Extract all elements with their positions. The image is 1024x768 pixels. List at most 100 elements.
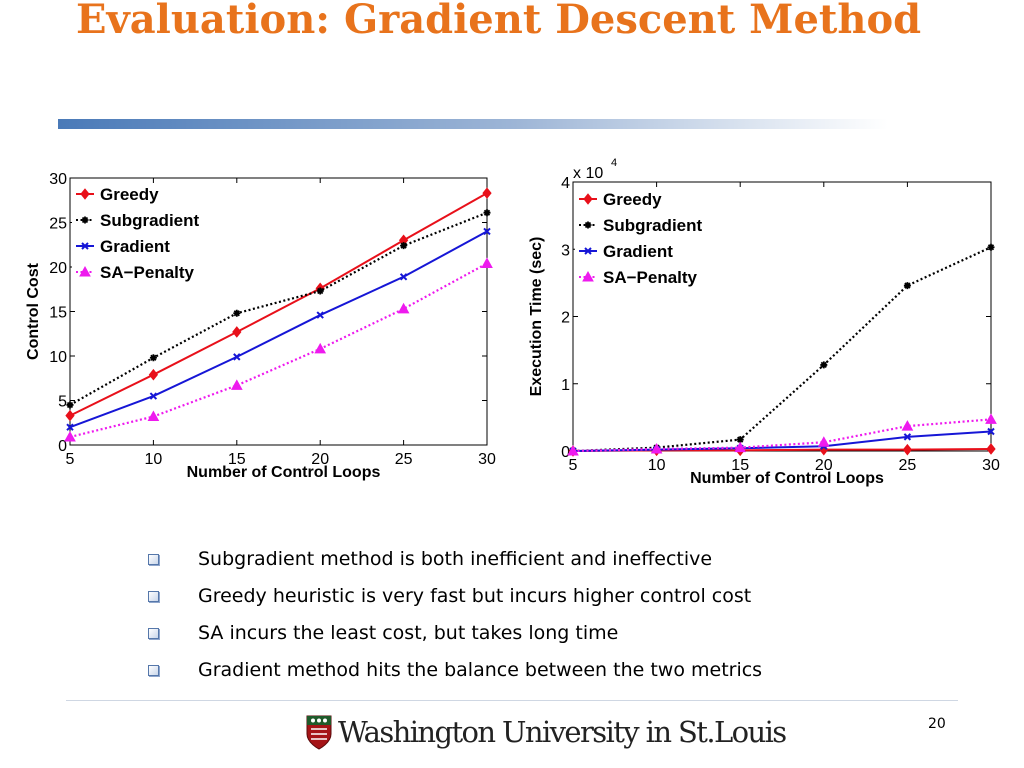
slide-title: Evaluation: Gradient Descent Method: [76, 0, 922, 43]
x-tick-label: 10: [648, 457, 666, 474]
legend-marker: [582, 270, 594, 282]
x-tick-label: 25: [899, 457, 917, 474]
bullet-item: SA incurs the least cost, but takes long…: [146, 616, 762, 653]
y-tick-label: 1: [561, 377, 570, 394]
data-point: [399, 273, 408, 281]
series-line: [69, 230, 488, 429]
y-tick-label: 20: [49, 260, 67, 277]
square-bullet-icon: [148, 591, 159, 602]
x-tick-label: 20: [311, 451, 329, 468]
legend-marker: [80, 188, 90, 200]
x-tick-label: 10: [145, 451, 163, 468]
bullet-item: Subgradient method is both inefficient a…: [146, 542, 762, 579]
data-point: [903, 282, 911, 290]
y-tick-label: 2: [561, 310, 570, 327]
execution-time-chart: 5 10 15 20 25 30 0 1 2 3 4 Number of Control Loops E…: [503, 152, 1003, 502]
data-point: [147, 410, 160, 422]
data-point: [734, 441, 747, 453]
data-point: [400, 242, 408, 250]
data-point: [483, 227, 491, 236]
data-point: [230, 379, 243, 390]
x-tick-label: 30: [478, 451, 496, 468]
bullet-text: Gradient method hits the balance between…: [198, 659, 763, 681]
x-tick-label: 5: [66, 451, 75, 468]
legend-box: [72, 184, 222, 300]
x-tick-label: 5: [569, 457, 578, 474]
data-point: [64, 430, 76, 442]
data-point: [316, 287, 324, 295]
y-tick-label: 15: [49, 305, 67, 322]
y-tick-label: 30: [49, 171, 67, 188]
y-tick-label: 25: [49, 216, 67, 233]
x-tick-label: 15: [731, 457, 749, 474]
data-point: [567, 444, 579, 456]
data-point: [901, 420, 914, 431]
data-point: [650, 442, 663, 454]
data-point: [985, 413, 997, 424]
legend-box: [575, 189, 725, 305]
legend-marker: [81, 216, 89, 224]
footer-divider: [66, 700, 958, 701]
data-point: [397, 302, 410, 314]
x-axis-label: Number of Control Loops: [690, 470, 884, 487]
series-line: [69, 192, 488, 417]
data-point: [481, 257, 493, 268]
title-underline: [58, 119, 888, 129]
bullet-item: Gradient method hits the balance between…: [146, 653, 762, 690]
square-bullet-icon: [148, 665, 159, 676]
y-tick-label: 4: [561, 175, 570, 192]
legend-label: Subgradient: [100, 211, 200, 230]
y-tick-label: 0: [58, 438, 67, 455]
square-bullet-icon: [148, 628, 159, 639]
data-point: [149, 392, 158, 400]
data-point: [820, 361, 828, 369]
data-point: [482, 187, 492, 199]
data-point: [233, 309, 241, 317]
x-tick-label: 30: [982, 457, 1000, 474]
data-point: [986, 443, 996, 455]
bullet-text: SA incurs the least cost, but takes long…: [198, 622, 619, 644]
y-axis-label: Control Cost: [25, 262, 42, 360]
data-point: [817, 436, 830, 447]
y-tick-label: 5: [58, 394, 67, 411]
data-point: [66, 401, 74, 409]
page-number: 20: [928, 716, 946, 732]
data-point: [66, 423, 74, 431]
legend: Greedy Subgradient Gradient SA−Penalty: [72, 184, 222, 300]
series-line: [69, 262, 488, 439]
series-line: [572, 246, 992, 453]
data-point: [148, 368, 159, 381]
legend-label: Greedy: [603, 190, 662, 209]
square-bullet-icon: [148, 554, 159, 565]
legend-label: Subgradient: [603, 216, 703, 235]
bullet-text: Greedy heuristic is very fast but incurs…: [198, 585, 752, 607]
data-point: [65, 409, 75, 422]
legend-marker: [584, 247, 592, 255]
legend-label: SA−Penalty: [603, 268, 698, 287]
bullet-text: Subgradient method is both inefficient a…: [198, 548, 713, 570]
data-point: [736, 436, 744, 444]
data-point: [233, 353, 241, 361]
legend-marker: [584, 221, 592, 229]
x-tick-label: 15: [228, 451, 246, 468]
y-multiplier-exponent: 4: [611, 157, 617, 169]
y-multiplier-label: x 10: [573, 165, 603, 182]
university-logo: Washington University in St.Louis: [306, 712, 787, 752]
legend-marker: [81, 242, 89, 250]
data-point: [149, 354, 157, 362]
data-point: [987, 243, 995, 251]
data-point: [902, 443, 913, 456]
data-point: [316, 311, 324, 319]
x-tick-label: 25: [395, 451, 413, 468]
university-wordmark: Washington University in St.Louis: [338, 715, 787, 749]
data-point: [232, 326, 242, 338]
data-point: [314, 342, 327, 354]
legend-label: SA−Penalty: [100, 263, 195, 282]
legend-label: Gradient: [100, 237, 170, 256]
legend-marker: [583, 193, 593, 205]
control-cost-chart: 5 10 15 20 25 30 0 5 10 15 20 25 30 Number of Control…: [0, 152, 500, 497]
legend: Greedy Subgradient Gradient SA−Penalty: [575, 189, 725, 305]
bullet-item: Greedy heuristic is very fast but incurs…: [146, 579, 762, 616]
data-point: [903, 433, 912, 441]
